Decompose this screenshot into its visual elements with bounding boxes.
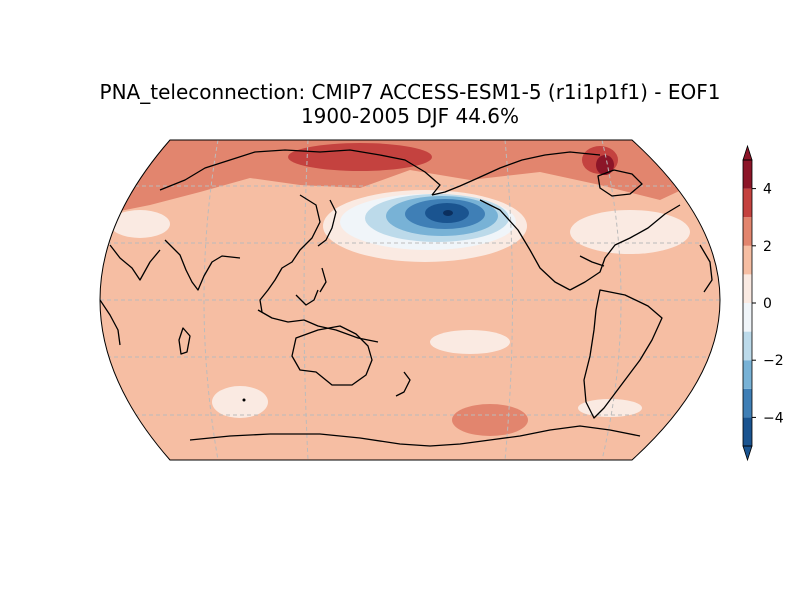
coast-south-america [583, 289, 663, 419]
colorbar: −4 −2 0 2 4 [742, 144, 784, 462]
coast-west-africa [699, 244, 713, 293]
colorbar-tick-label: −2 [763, 353, 784, 369]
colorbar-tick-label: −4 [763, 410, 784, 426]
field-pale-south-indian [212, 386, 268, 418]
coast-madagascar [178, 327, 191, 355]
globe-outline [99, 139, 721, 461]
coast-alaska-canada [431, 151, 601, 196]
coast-small-island [242, 398, 246, 402]
coast-india [164, 239, 241, 291]
map-field [100, 140, 720, 460]
colorbar-segment [743, 388, 752, 418]
field-south-pacific-max [452, 404, 528, 436]
coast-east-north-america [569, 204, 681, 291]
colorbar-tick-label: 0 [763, 296, 772, 312]
coast-antarctica [189, 425, 641, 447]
field-north-extreme [596, 155, 614, 175]
colorbar-tick-label: 2 [763, 239, 772, 255]
gridlines [100, 140, 720, 460]
field-north-band [100, 140, 720, 215]
coast-west-north-america [479, 199, 571, 291]
colorbar-segment [743, 274, 752, 303]
field-pale-tropical [430, 330, 510, 354]
colorbar-tick-label: 4 [763, 182, 772, 198]
coast-east-africa [100, 299, 121, 346]
colorbar-segment [743, 217, 752, 246]
colorbar-segment [743, 331, 752, 361]
colorbar-segment [743, 303, 752, 332]
coast-east-asia [259, 194, 321, 313]
field-pale-atlantic [570, 210, 690, 254]
coast-north-eurasia [159, 149, 441, 196]
colorbar-segment [743, 360, 752, 389]
field-pale-south-atlantic [578, 399, 642, 417]
colorbar-extend-bottom [742, 445, 753, 462]
field-north-max [288, 143, 432, 171]
colorbar-segment [743, 188, 752, 218]
colorbar-extend-top [742, 144, 753, 161]
coast-maritime-continent [257, 309, 379, 343]
plot-title-line1: PNA_teleconnection: CMIP7 ACCESS-ESM1-5 … [99, 80, 721, 104]
colorbar-segment [743, 417, 752, 446]
field-pale-west [110, 210, 170, 238]
colorbar-segment [743, 160, 752, 189]
coast-japan [317, 199, 337, 247]
coast-caribbean [579, 255, 605, 267]
coast-new-zealand [395, 371, 411, 397]
coast-greenland [597, 169, 643, 197]
coast-australia [291, 325, 373, 386]
coast-borneo [295, 289, 319, 306]
coast-philippines [319, 267, 327, 293]
field-npac-core [443, 210, 453, 216]
plot-title-line2: 1900-2005 DJF 44.6% [300, 104, 520, 128]
colorbar-segment [743, 245, 752, 275]
coast-arabia [109, 244, 161, 281]
coastlines [100, 149, 713, 447]
